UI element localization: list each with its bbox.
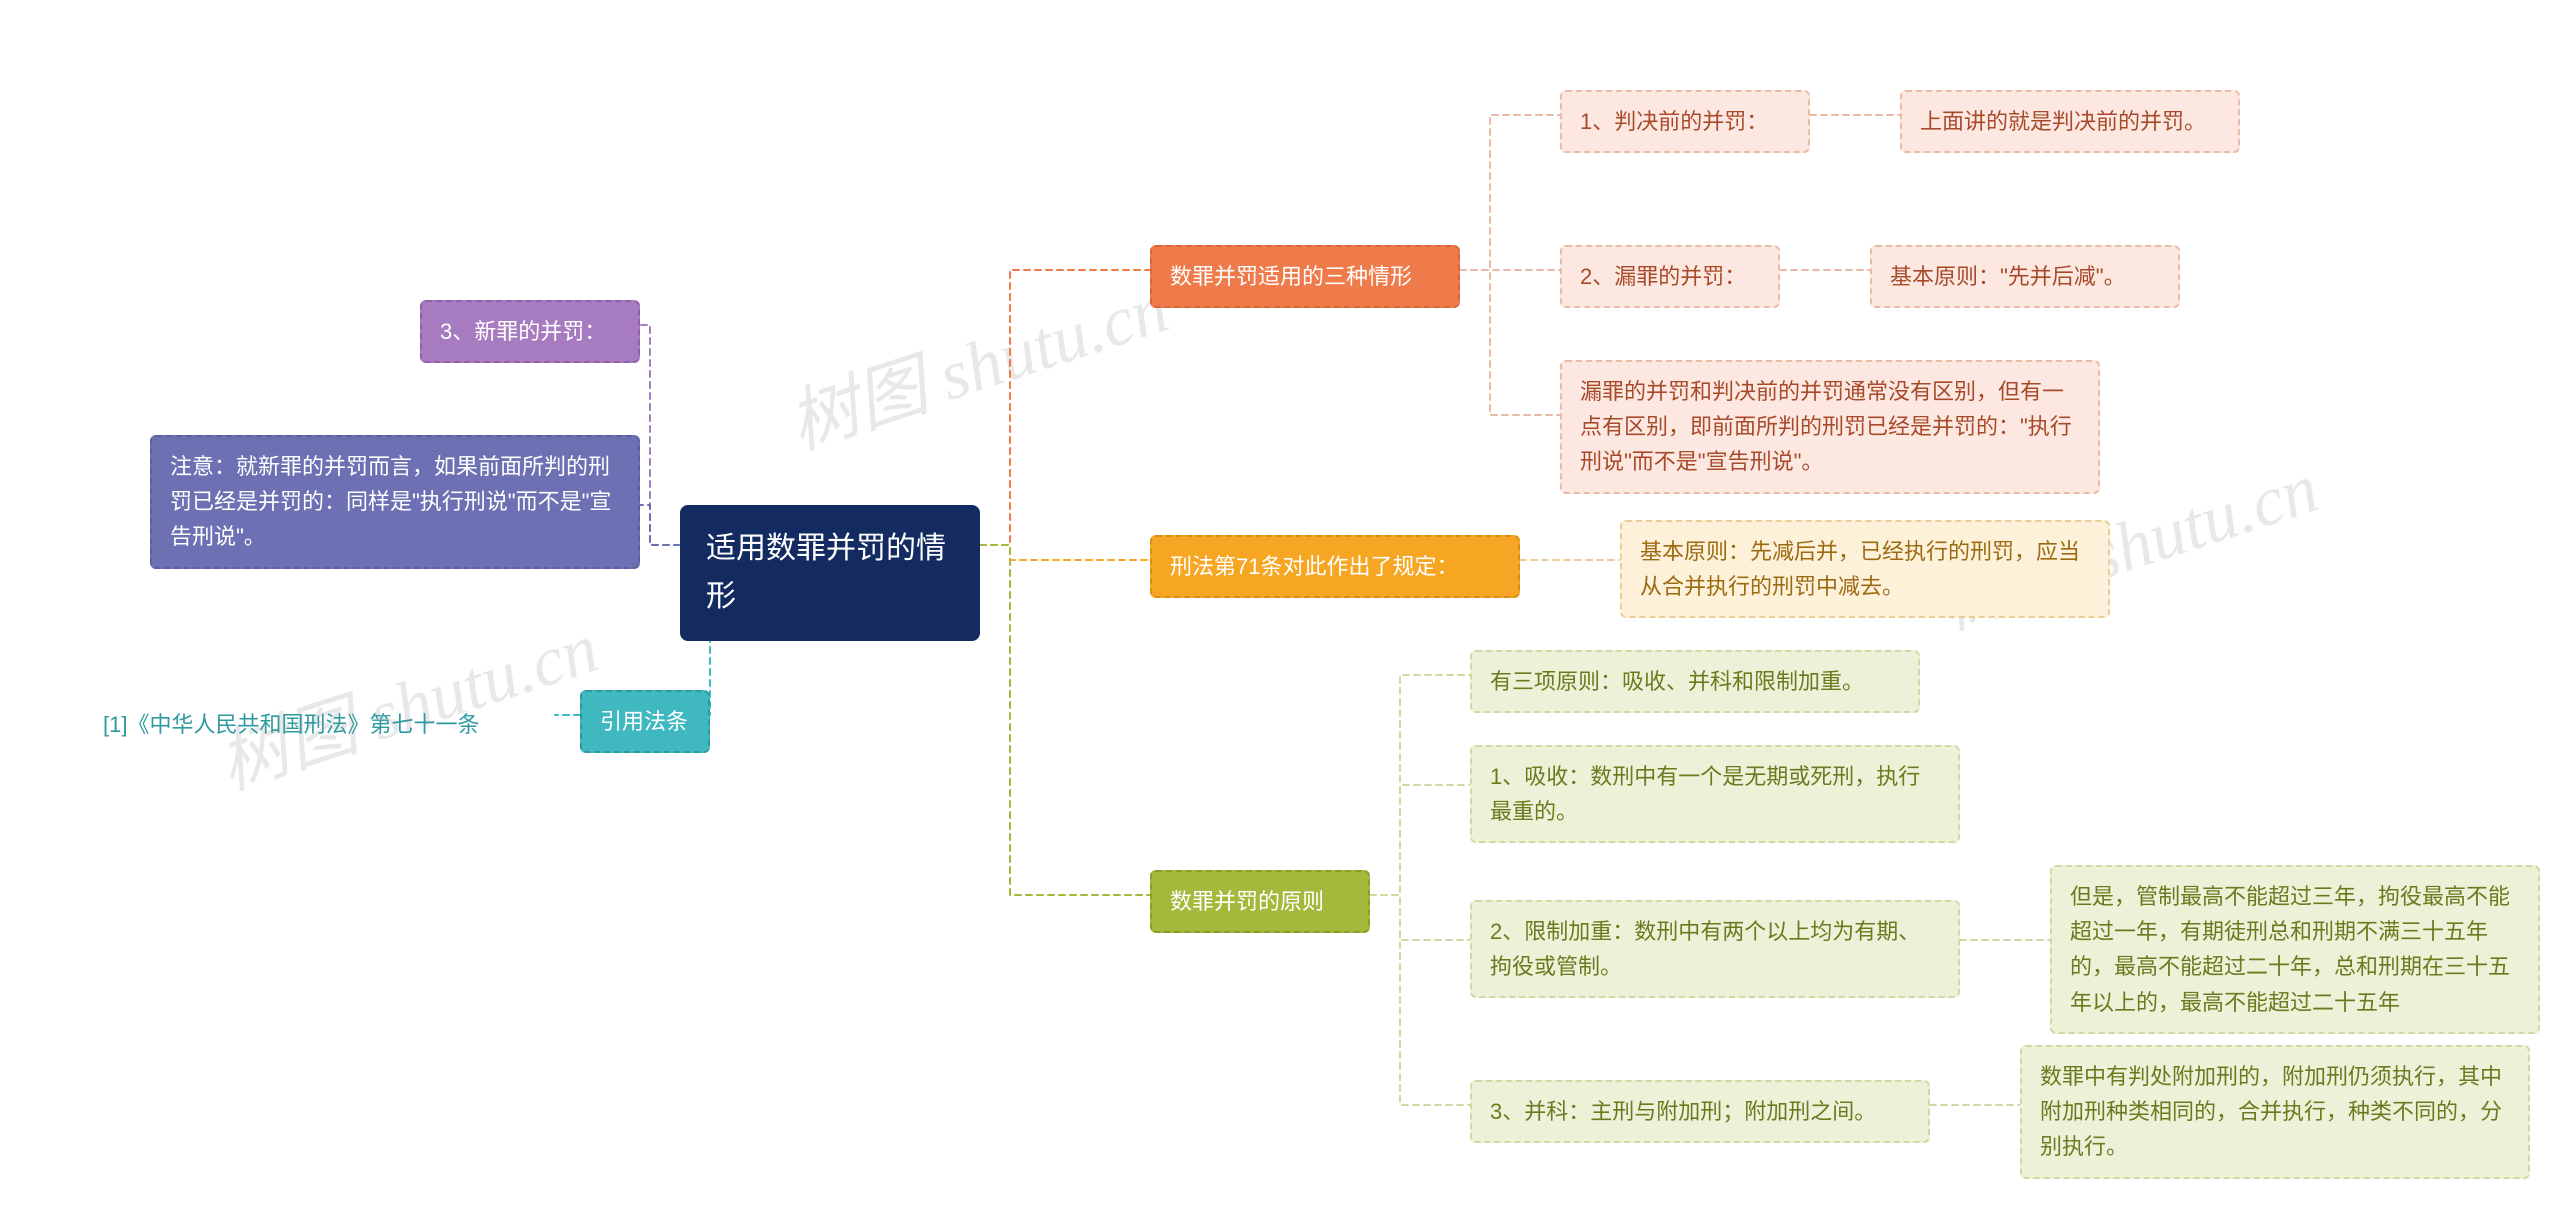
right-orange-child-3[interactable]: 漏罪的并罚和判决前的并罚通常没有区别，但有一点有区别，即前面所判的刑罚已经是并罚… (1560, 360, 2100, 494)
right-green-child-1[interactable]: 有三项原则：吸收、并科和限制加重。 (1470, 650, 1920, 713)
left-node-indigo[interactable]: 注意：就新罪的并罚而言，如果前面所判的刑罚已经是并罚的：同样是"执行刑说"而不是… (150, 435, 640, 569)
left-node-teal[interactable]: 引用法条 (580, 690, 710, 753)
right-orange-child-1[interactable]: 1、判决前的并罚： (1560, 90, 1810, 153)
right-green-child-4-leaf[interactable]: 数罪中有判处附加刑的，附加刑仍须执行，其中附加刑种类相同的，合并执行，种类不同的… (2020, 1045, 2530, 1179)
right-orange-child-2-leaf[interactable]: 基本原则："先并后减"。 (1870, 245, 2180, 308)
right-node-yellow[interactable]: 刑法第71条对此作出了规定： (1150, 535, 1520, 598)
left-teal-leaf[interactable]: [1]《中华人民共和国刑法》第七十一条 (85, 695, 555, 754)
right-green-child-4[interactable]: 3、并科：主刑与附加刑；附加刑之间。 (1470, 1080, 1930, 1143)
right-orange-child-1-leaf[interactable]: 上面讲的就是判决前的并罚。 (1900, 90, 2240, 153)
left-node-purple[interactable]: 3、新罪的并罚： (420, 300, 640, 363)
watermark: 树图 shutu.cn (774, 252, 1179, 469)
right-green-child-3[interactable]: 2、限制加重：数刑中有两个以上均为有期、拘役或管制。 (1470, 900, 1960, 998)
connector-layer (0, 0, 2560, 1219)
right-node-orange[interactable]: 数罪并罚适用的三种情形 (1150, 245, 1460, 308)
right-orange-child-2[interactable]: 2、漏罪的并罚： (1560, 245, 1780, 308)
right-yellow-leaf[interactable]: 基本原则：先减后并，已经执行的刑罚，应当从合并执行的刑罚中减去。 (1620, 520, 2110, 618)
right-node-green[interactable]: 数罪并罚的原则 (1150, 870, 1370, 933)
mindmap-canvas: 树图 shutu.cn 树图 shutu.cn 树图 shutu.cn 适用数罪… (0, 0, 2560, 1219)
right-green-child-2[interactable]: 1、吸收：数刑中有一个是无期或死刑，执行最重的。 (1470, 745, 1960, 843)
right-green-child-3-leaf[interactable]: 但是，管制最高不能超过三年，拘役最高不能超过一年，有期徒刑总和刑期不满三十五年的… (2050, 865, 2540, 1034)
root-node[interactable]: 适用数罪并罚的情形 (680, 505, 980, 641)
